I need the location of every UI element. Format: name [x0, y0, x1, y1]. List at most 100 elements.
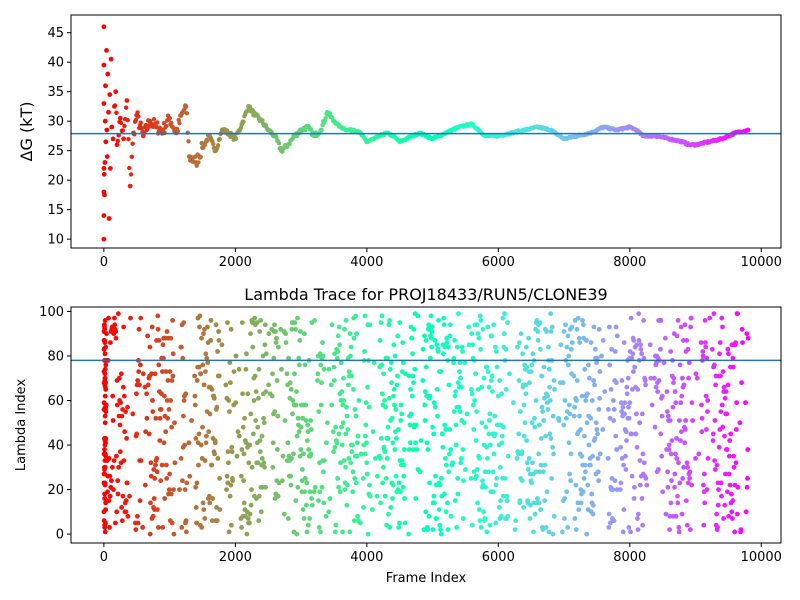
lambda-trace-point [675, 493, 680, 499]
lambda-trace-point [340, 420, 346, 426]
lambda-trace-point [443, 427, 449, 432]
delta-g-point [113, 89, 119, 95]
lambda-trace-point [474, 409, 479, 414]
lambda-trace-point [331, 364, 337, 370]
lambda-trace-point [150, 513, 156, 519]
lambda-trace-point [739, 326, 745, 332]
lambda-trace-point [502, 476, 508, 481]
lambda-trace-point [556, 418, 562, 423]
lambda-trace-point [390, 482, 396, 488]
lambda-trace-point [334, 440, 340, 446]
lambda-trace-point [541, 364, 547, 370]
lambda-trace-point [157, 415, 163, 421]
lambda-trace-point [120, 384, 126, 390]
lambda-trace-point [612, 478, 618, 484]
lambda-trace-point [134, 391, 139, 397]
lambda-trace-point [479, 420, 485, 426]
lambda-trace-point [374, 493, 380, 499]
lambda-trace-point [263, 484, 268, 490]
lambda-trace-point [621, 340, 627, 345]
lambda-trace-point [666, 442, 672, 448]
lambda-trace-point [684, 522, 690, 528]
bot-y-tick-label: 100 [39, 305, 64, 320]
lambda-trace-point [379, 391, 385, 397]
lambda-trace-point [727, 438, 733, 443]
lambda-trace-point [342, 326, 347, 332]
lambda-trace-point [523, 382, 528, 388]
lambda-trace-point [166, 487, 172, 492]
lambda-trace-point [107, 493, 113, 499]
lambda-trace-point [491, 322, 497, 328]
lambda-trace-point [273, 329, 278, 334]
delta-g-point [303, 128, 308, 133]
lambda-trace-point [226, 460, 231, 466]
lambda-trace-point [635, 511, 641, 517]
lambda-trace-point [584, 531, 590, 537]
lambda-trace-point [671, 380, 676, 386]
lambda-trace-point [453, 422, 459, 428]
lambda-trace-point [149, 324, 155, 330]
lambda-trace-point [296, 355, 302, 361]
lambda-trace-point [436, 507, 442, 512]
lambda-trace-point [640, 451, 646, 457]
lambda-trace-point [478, 318, 484, 323]
lambda-trace-point [168, 491, 174, 497]
lambda-trace-point [316, 409, 322, 414]
lambda-trace-point [381, 371, 386, 377]
lambda-trace-point [673, 513, 679, 519]
lambda-trace-point [288, 473, 293, 479]
lambda-trace-point [201, 331, 206, 337]
lambda-trace-point [574, 398, 579, 403]
lambda-trace-point [712, 458, 717, 463]
lambda-trace-point [535, 329, 541, 334]
lambda-trace-point [355, 513, 360, 519]
delta-g-point [129, 154, 134, 159]
lambda-trace-point [257, 449, 263, 455]
lambda-trace-point [396, 525, 402, 530]
lambda-trace-point [679, 429, 684, 435]
lambda-trace-point [127, 493, 132, 499]
lambda-trace-point [700, 353, 706, 359]
lambda-trace-point [503, 346, 509, 352]
lambda-trace-point [347, 331, 353, 337]
delta-g-point [234, 136, 239, 141]
lambda-trace-point [319, 380, 324, 386]
lambda-trace-point [251, 431, 256, 437]
lambda-trace-point [229, 449, 235, 455]
lambda-trace-point [634, 411, 639, 417]
lambda-trace-point [490, 389, 495, 394]
lambda-trace-point [681, 464, 687, 470]
lambda-trace-point [726, 471, 732, 477]
lambda-trace-point [435, 349, 441, 354]
lambda-trace-point [254, 320, 260, 325]
lambda-trace-point [122, 429, 127, 435]
lambda-trace-point [426, 322, 431, 328]
lambda-trace-point [478, 525, 484, 530]
lambda-trace-point [626, 525, 632, 530]
lambda-trace-point [257, 438, 263, 443]
lambda-trace-point [390, 440, 396, 446]
lambda-trace-point [153, 415, 159, 421]
lambda-trace-point [143, 429, 149, 435]
delta-g-point [122, 123, 127, 129]
lambda-trace-point [394, 436, 399, 441]
lambda-trace-point [620, 404, 626, 410]
lambda-trace-point [124, 480, 130, 486]
lambda-trace-point [296, 429, 302, 435]
lambda-trace-point [363, 433, 368, 439]
lambda-trace-point [331, 378, 337, 383]
lambda-trace-point [606, 407, 611, 412]
lambda-trace-point [322, 458, 327, 463]
lambda-trace-point [409, 335, 415, 341]
lambda-trace-point [107, 525, 112, 530]
lambda-trace-point [256, 366, 262, 372]
lambda-trace-point [130, 411, 136, 417]
lambda-trace-point [154, 456, 160, 461]
lambda-trace-point [138, 362, 143, 368]
lambda-trace-point [550, 413, 556, 419]
lambda-trace-point [573, 482, 579, 488]
lambda-trace-point [469, 331, 475, 337]
lambda-trace-point [194, 378, 200, 383]
lambda-trace-point [493, 520, 499, 526]
